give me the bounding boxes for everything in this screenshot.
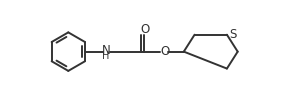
Text: O: O (161, 45, 170, 58)
Text: O: O (140, 23, 149, 36)
Text: H: H (102, 51, 110, 61)
Text: N: N (102, 44, 110, 57)
Text: S: S (229, 28, 237, 41)
